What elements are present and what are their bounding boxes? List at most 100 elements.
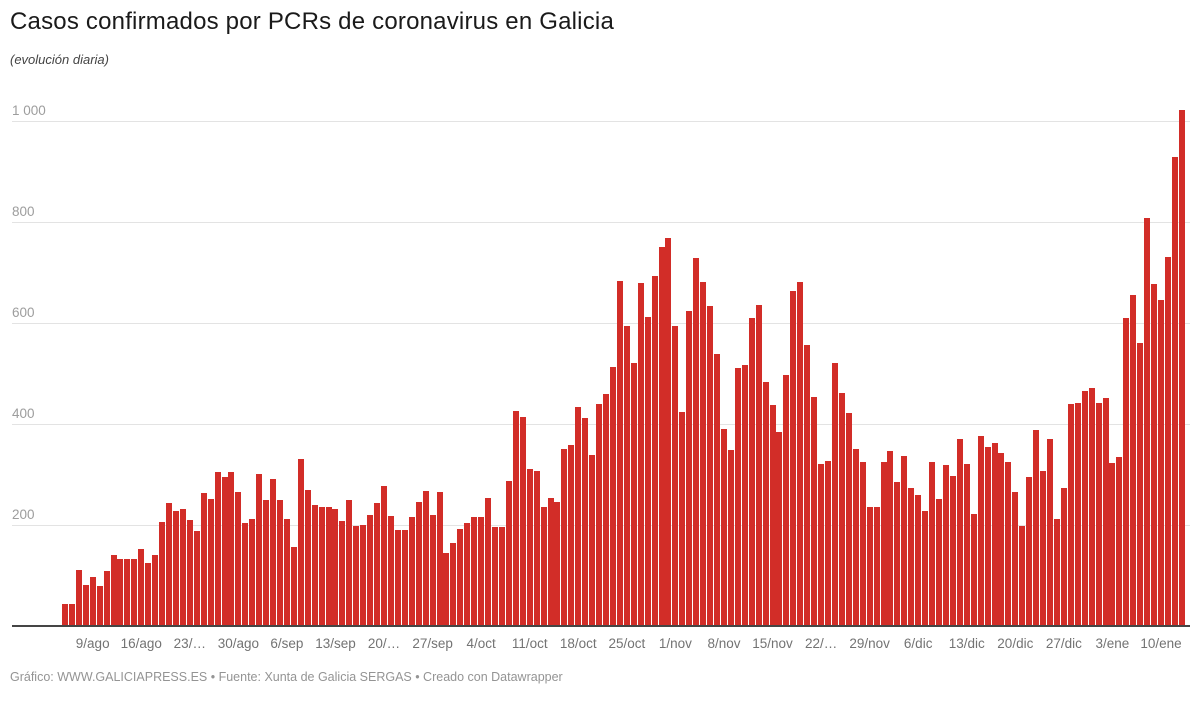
bar[interactable]: [866, 507, 873, 626]
bar[interactable]: [422, 491, 429, 626]
bar[interactable]: [138, 549, 145, 626]
bar[interactable]: [707, 306, 714, 626]
bar[interactable]: [290, 547, 297, 626]
bar[interactable]: [797, 282, 804, 626]
bar[interactable]: [845, 413, 852, 626]
bar[interactable]: [256, 474, 263, 626]
bar[interactable]: [963, 464, 970, 626]
bar[interactable]: [714, 354, 721, 626]
bar[interactable]: [1151, 284, 1158, 626]
bar[interactable]: [734, 368, 741, 626]
bar[interactable]: [214, 472, 221, 626]
bar[interactable]: [790, 291, 797, 626]
bar[interactable]: [346, 500, 353, 626]
bar[interactable]: [769, 405, 776, 626]
bar[interactable]: [603, 394, 610, 626]
bar[interactable]: [117, 559, 124, 626]
bar[interactable]: [332, 509, 339, 626]
bar[interactable]: [166, 503, 172, 626]
bar[interactable]: [970, 514, 977, 626]
bar[interactable]: [512, 411, 519, 626]
bar[interactable]: [103, 571, 110, 626]
bar[interactable]: [679, 412, 686, 626]
bar[interactable]: [61, 604, 68, 626]
bar[interactable]: [478, 517, 485, 626]
bar[interactable]: [831, 363, 838, 626]
bar[interactable]: [374, 503, 381, 626]
bar[interactable]: [658, 247, 665, 626]
bar[interactable]: [1081, 391, 1088, 626]
bar[interactable]: [1123, 318, 1130, 626]
bar[interactable]: [339, 521, 346, 626]
bar[interactable]: [1116, 457, 1123, 626]
bar[interactable]: [152, 555, 159, 626]
bar[interactable]: [1074, 403, 1081, 626]
bar[interactable]: [838, 393, 845, 626]
bar[interactable]: [811, 397, 818, 626]
bar[interactable]: [804, 345, 811, 626]
bar[interactable]: [443, 553, 450, 626]
bar[interactable]: [609, 367, 616, 626]
bar[interactable]: [179, 509, 186, 626]
bar[interactable]: [880, 462, 887, 626]
bar[interactable]: [471, 517, 478, 626]
bar[interactable]: [1047, 439, 1053, 626]
bar[interactable]: [1033, 430, 1040, 626]
bar[interactable]: [1109, 463, 1116, 626]
bar[interactable]: [159, 522, 166, 626]
bar[interactable]: [485, 498, 492, 626]
bar[interactable]: [561, 449, 568, 626]
bar[interactable]: [776, 432, 783, 626]
bar[interactable]: [852, 449, 859, 626]
bar[interactable]: [623, 326, 630, 626]
bar[interactable]: [825, 461, 832, 626]
bar[interactable]: [672, 326, 679, 626]
bar[interactable]: [283, 519, 290, 626]
bar[interactable]: [908, 488, 915, 626]
bar[interactable]: [630, 363, 637, 626]
bar[interactable]: [700, 282, 707, 626]
bar[interactable]: [1019, 526, 1026, 626]
bar[interactable]: [172, 511, 179, 626]
bar[interactable]: [193, 531, 200, 626]
bar[interactable]: [873, 507, 880, 626]
bar[interactable]: [547, 498, 554, 626]
bar[interactable]: [367, 515, 374, 626]
bar[interactable]: [554, 502, 561, 626]
bar[interactable]: [415, 502, 422, 626]
bar[interactable]: [727, 450, 734, 626]
bar[interactable]: [922, 511, 929, 626]
bar[interactable]: [575, 407, 582, 626]
bar[interactable]: [387, 516, 394, 626]
bar[interactable]: [540, 507, 547, 626]
bar[interactable]: [1178, 110, 1185, 626]
bar[interactable]: [582, 418, 589, 626]
bar[interactable]: [1053, 519, 1060, 626]
bar[interactable]: [991, 443, 998, 626]
bar[interactable]: [894, 482, 901, 626]
bar[interactable]: [124, 559, 131, 626]
bar[interactable]: [1130, 295, 1137, 626]
bar[interactable]: [686, 311, 693, 626]
bar[interactable]: [498, 527, 505, 626]
bar[interactable]: [381, 486, 388, 626]
bar[interactable]: [401, 530, 408, 626]
bar[interactable]: [304, 490, 311, 626]
bar[interactable]: [276, 500, 283, 626]
bar[interactable]: [859, 462, 866, 626]
bar[interactable]: [131, 559, 138, 626]
bar[interactable]: [242, 523, 249, 626]
bar[interactable]: [1171, 157, 1178, 626]
bar[interactable]: [318, 507, 325, 626]
bar[interactable]: [616, 281, 623, 626]
bar[interactable]: [207, 499, 214, 626]
bar[interactable]: [235, 492, 242, 626]
bar[interactable]: [956, 439, 963, 626]
bar[interactable]: [596, 404, 603, 626]
bar[interactable]: [505, 481, 512, 626]
bar[interactable]: [186, 520, 193, 626]
bar[interactable]: [394, 530, 401, 626]
bar[interactable]: [1157, 300, 1164, 626]
bar[interactable]: [110, 555, 117, 626]
bar[interactable]: [818, 464, 825, 626]
